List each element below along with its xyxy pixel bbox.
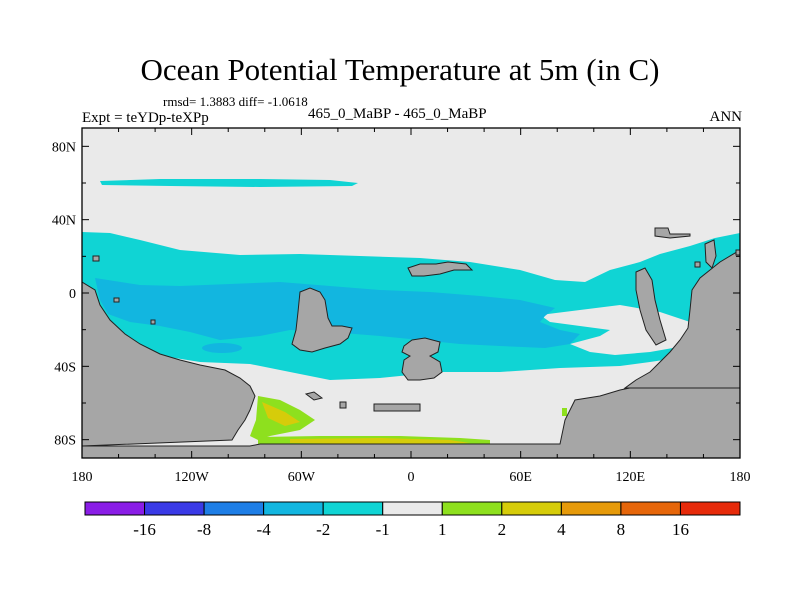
experiment-label: Expt = teYDp-teXPp: [82, 110, 209, 126]
land-small-island-c: [150, 319, 156, 325]
colorbar-swatch: [382, 501, 443, 516]
land-small-island-e: [735, 249, 740, 256]
land-southwest-continent: [82, 281, 256, 447]
colorbar-swatch: [501, 501, 562, 516]
colorbar-swatch: [84, 501, 146, 516]
x-tick-label: 60W: [288, 470, 316, 485]
y-tick-label: 80S: [54, 434, 76, 449]
x-tick-label: 120W: [175, 470, 210, 485]
colorbar-swatch: [560, 501, 622, 516]
y-tick-label: 40N: [52, 214, 76, 229]
stats-readout: rmsd= 1.3883 diff= -1.0618: [163, 94, 308, 109]
colorbar: -16 -8 -4 -2 -1 1 2 4 8 16: [84, 501, 741, 539]
land-south-island-a: [373, 403, 421, 412]
x-tick-label: 0: [408, 470, 415, 485]
colorbar-label: 2: [498, 520, 507, 539]
colorbar-swatch: [144, 501, 205, 516]
colorbar-swatch: [620, 501, 681, 516]
y-tick-label: 40S: [54, 360, 76, 375]
colorbar-label: -16: [133, 520, 156, 539]
season-label: ANN: [709, 109, 743, 125]
axis-ticks: 180 120W 60W 0 60E 120E 180 80N 40N 0 40S 80S: [52, 128, 751, 485]
colorbar-label: 16: [672, 520, 689, 539]
land-small-island-d: [694, 261, 701, 268]
land-south-island-b: [304, 391, 324, 401]
x-tick-label: 180: [730, 470, 751, 485]
region-southern-warm-strip-core: [290, 438, 470, 444]
land-east-continent: [623, 249, 740, 389]
land-south-island-c: [339, 401, 347, 409]
region-equatorial-core: [95, 278, 580, 348]
region-neutral-tongue: [540, 305, 705, 355]
colorbar-label: -4: [257, 520, 272, 539]
land-small-island-b: [113, 297, 120, 303]
colorbar-swatch: [679, 501, 741, 516]
y-tick-label: 80N: [52, 140, 76, 155]
x-tick-label: 180: [72, 470, 93, 485]
region-far-north-band: [100, 179, 358, 187]
land-central-continent-b: [401, 337, 443, 381]
chart-title: Ocean Potential Temperature at 5m (in C): [140, 52, 660, 87]
region-small-green-dot: [562, 408, 567, 416]
land-northeast-island: [654, 227, 691, 239]
colorbar-swatch: [263, 501, 324, 516]
colorbar-label: 1: [438, 520, 447, 539]
colorbar-label: -1: [376, 520, 390, 539]
land-east-island: [704, 239, 717, 269]
region-southern-warm-core: [262, 402, 300, 426]
x-tick-label: 60E: [509, 470, 532, 485]
colorbar-swatch: [441, 501, 503, 516]
x-tick-label: 120E: [616, 470, 646, 485]
field-contours: [82, 179, 740, 458]
land-central-continent-a: [291, 287, 353, 353]
colorbar-label: 8: [617, 520, 626, 539]
y-tick-label: 0: [69, 287, 76, 302]
land-north-island: [407, 261, 474, 277]
colorbar-label: -2: [316, 520, 330, 539]
land-small-island-a: [92, 255, 100, 262]
region-south-blob: [202, 343, 242, 353]
land-east-peninsula: [635, 267, 667, 346]
colorbar-label: 4: [557, 520, 566, 539]
colorbar-label: -8: [197, 520, 211, 539]
colorbar-swatch: [203, 501, 265, 516]
colorbar-swatch: [322, 501, 384, 516]
case-label: 465_0_MaBP - 465_0_MaBP: [308, 106, 487, 122]
